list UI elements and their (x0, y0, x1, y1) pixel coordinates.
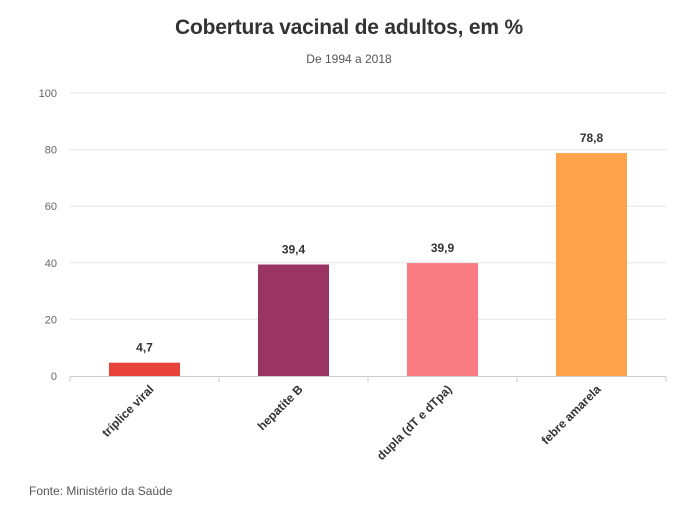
bar (556, 152, 627, 376)
data-label: 78,8 (580, 131, 604, 145)
category-labels: tríplice viral hepatite B dupla (dT e dTpa… (99, 382, 604, 463)
bar (109, 362, 180, 376)
source-note: Fonte: Ministério da Saúde (29, 484, 173, 498)
chart-title: Cobertura vacinal de adultos, em % (175, 16, 523, 39)
y-axis-ticks: 0 20 40 60 80 100 (39, 88, 57, 383)
data-labels: 4,7 39,4 39,9 78,8 (136, 131, 603, 355)
bars (109, 152, 627, 376)
y-tick-label: 60 (45, 201, 57, 213)
y-tick-label: 100 (39, 88, 57, 100)
category-label: tríplice viral (99, 382, 157, 440)
y-tick-label: 20 (45, 314, 57, 326)
chart-subtitle: De 1994 a 2018 (306, 52, 392, 66)
category-label: dupla (dT e dTpa) (374, 382, 455, 463)
bar (258, 264, 329, 376)
category-label: hepatite B (255, 382, 306, 433)
x-axis (69, 376, 667, 382)
y-tick-label: 0 (51, 371, 57, 383)
category-label: febre amarela (539, 382, 604, 447)
y-tick-label: 40 (45, 258, 57, 270)
y-tick-label: 80 (45, 145, 57, 157)
data-label: 4,7 (136, 341, 153, 355)
bar (407, 263, 478, 376)
data-label: 39,9 (431, 241, 455, 255)
data-label: 39,4 (282, 242, 306, 256)
